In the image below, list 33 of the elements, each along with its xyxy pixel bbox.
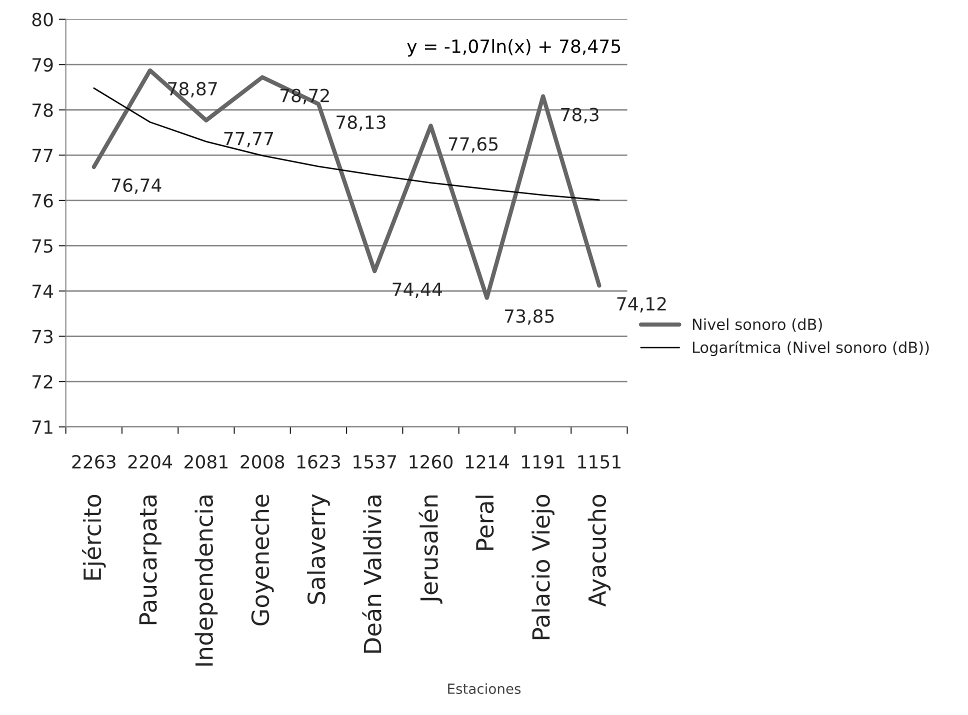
category-label: 1151 Ayacucho (578, 455, 620, 607)
y-tick-label: 74 (32, 284, 54, 298)
data-label: 77,65 (448, 137, 498, 153)
category-label: 2081 Independencia (184, 454, 228, 666)
category-label: 1191 Palacio Viejo (522, 454, 564, 640)
y-tick-label: 77 (32, 148, 52, 162)
data-label: 76,74 (112, 178, 162, 194)
annotation: y = -1,07ln(x) + 78,475 (407, 39, 620, 57)
data-label: 77,77 (224, 132, 273, 148)
legend-label: Logarítmica (Nivel sonoro (dB)) (692, 340, 929, 356)
y-tick-label: 73 (32, 330, 53, 344)
data-label: 74,44 (392, 282, 442, 298)
y-tick-label: 76 (32, 194, 53, 208)
category-label: 1537 Deán Valdivia (354, 454, 396, 653)
category-label: 2204 Paucarpata (128, 454, 172, 624)
data-label: 78,13 (336, 115, 386, 131)
y-tick-label: 72 (32, 375, 52, 388)
category-label: 1623 Salaverry (297, 454, 340, 604)
category-label: 1260 Jerusalén (410, 454, 453, 604)
legend-label: Nivel sonoro (dB) (692, 318, 822, 332)
data-label: 78,3 (561, 108, 598, 124)
category-label: 2008 Goyeneche (240, 454, 284, 626)
category-label: 1214 Peral (466, 454, 509, 550)
data-label: 74,12 (617, 297, 666, 312)
y-tick-label: 78 (32, 103, 53, 117)
y-tick-label: 71 (32, 420, 52, 434)
data-label: 73,85 (505, 309, 554, 325)
y-tick-label: 79 (32, 58, 53, 72)
y-tick-label: 80 (32, 12, 53, 26)
line-series (92, 68, 602, 300)
text: Estaciones (448, 683, 521, 694)
y-tick-label: 75 (32, 239, 52, 253)
category-label: 2263 Ejército (72, 454, 116, 580)
